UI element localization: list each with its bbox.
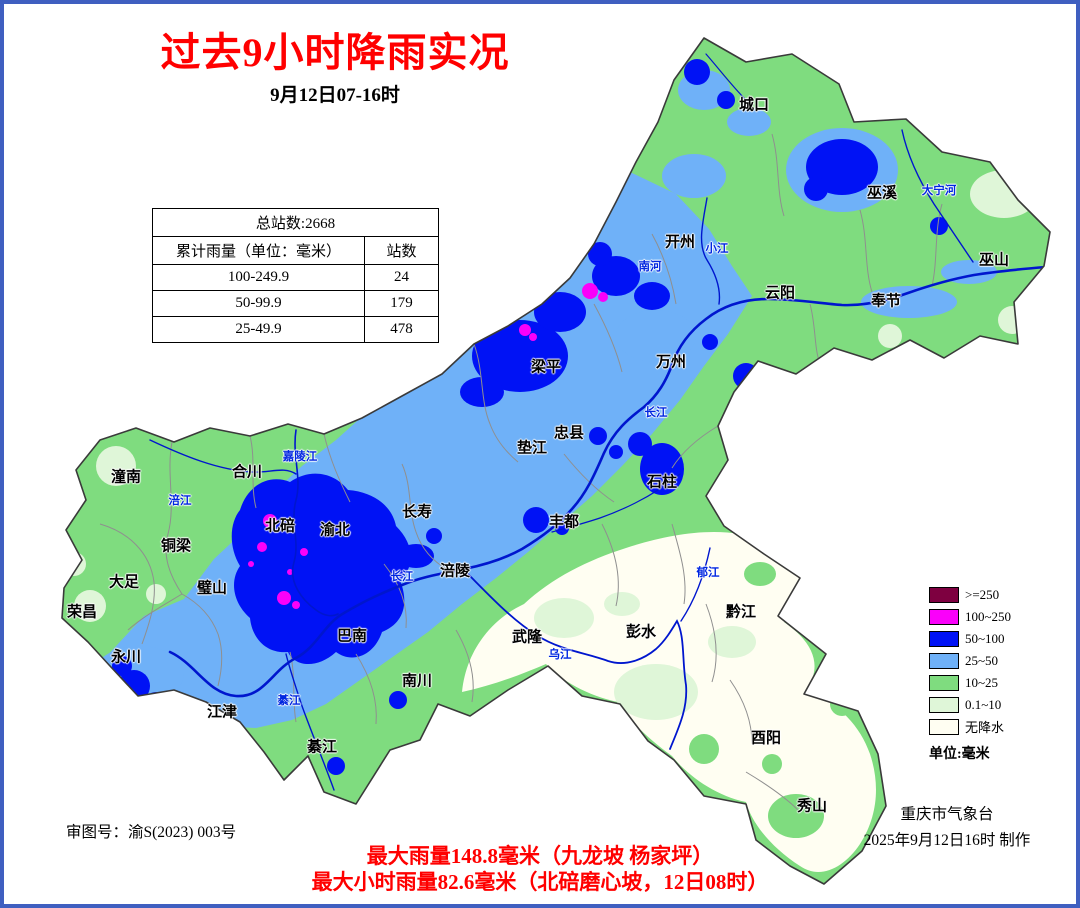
legend-label: 0.1~10 [965,696,1002,712]
stats-total-row: 总站数:2668 [152,208,439,237]
jialing-river [291,429,339,617]
legend-label: 无降水 [965,720,1005,735]
wujiang-river [465,571,688,750]
legend-item: 50~100 [929,630,1011,647]
legend-swatch [929,718,959,735]
legend-swatch [929,630,959,647]
legend-swatch [929,608,959,625]
fujiang-river [149,439,297,475]
legend-item: 100~250 [929,608,1011,625]
legend: >=250 100~250 50~100 25~50 10~25 0.1~10 无降水 单位… [929,586,1011,763]
qijiang-river [285,653,335,791]
map-approval-number: 审图号：渝S(2023) 003号 [66,824,237,841]
page-subtitle: 9月12日07-16时 [270,85,400,106]
page-title: 过去9小时降雨实况 [160,30,510,75]
legend-label: 100~250 [965,608,1012,624]
daninghe-river [901,129,974,263]
legend-label: 10~25 [965,674,999,690]
rivers [149,53,1048,791]
legend-item: 0.1~10 [929,696,1011,713]
legend-swatch [929,674,959,691]
legend-swatch [929,652,959,669]
legend-label: 25~50 [965,652,999,668]
longhe-river [551,473,681,533]
stats-col-range: 累计雨量（单位：毫米） [152,236,365,265]
producer-agency: 重庆市气象台 [900,806,994,823]
station-stats-table: 总站数:2668 累计雨量（单位：毫米） 站数 100-249.9 24 50-99… [152,208,439,343]
xiaojiang-river [700,197,721,305]
producer-info: 重庆市气象台 2025年9月12日16时 制作 [846,802,1048,853]
stats-row: 50-99.9 179 [152,290,439,317]
yangtze-river [168,265,1048,698]
stats-row: 25-49.9 478 [152,316,439,343]
rain-layer-0-10 [62,170,1038,720]
rain-layer-100-250 [248,283,608,609]
stats-rows: 100-249.9 24 50-99.9 179 25-49.9 478 [152,264,439,343]
chongqing-outline [61,37,1051,885]
stats-total: 总站数:2668 [152,208,439,237]
stats-row: 100-249.9 24 [152,264,439,291]
stats-col-count: 站数 [364,236,439,265]
legend-swatch [929,696,959,713]
legend-unit: 单位:毫米 [929,747,990,762]
legend-label: 50~100 [965,630,1005,646]
legend-swatch [929,586,959,603]
producer-issued: 2025年9月12日16时 制作 [863,831,1031,849]
legend-item: 10~25 [929,674,1011,691]
yujiang-river [680,547,711,622]
legend-label: >=250 [965,586,1000,602]
renhe-river [705,53,747,101]
chongqing-rainfall-map [61,37,1051,885]
legend-items: >=250 100~250 50~100 25~50 10~25 0.1~10 无降水 [929,586,1011,735]
max-hourly-rainfall-text: 最大小时雨量82.6毫米（北碚磨心坡，12日08时） [311,870,769,894]
district-boundaries [99,133,943,811]
max-rainfall-text: 最大雨量148.8毫米（九龙坡 杨家坪） [366,844,714,868]
legend-item: >=250 [929,586,1011,603]
stats-header-row: 累计雨量（单位：毫米） 站数 [152,236,439,265]
legend-item: 25~50 [929,652,1011,669]
legend-item: 无降水 [929,718,1011,735]
